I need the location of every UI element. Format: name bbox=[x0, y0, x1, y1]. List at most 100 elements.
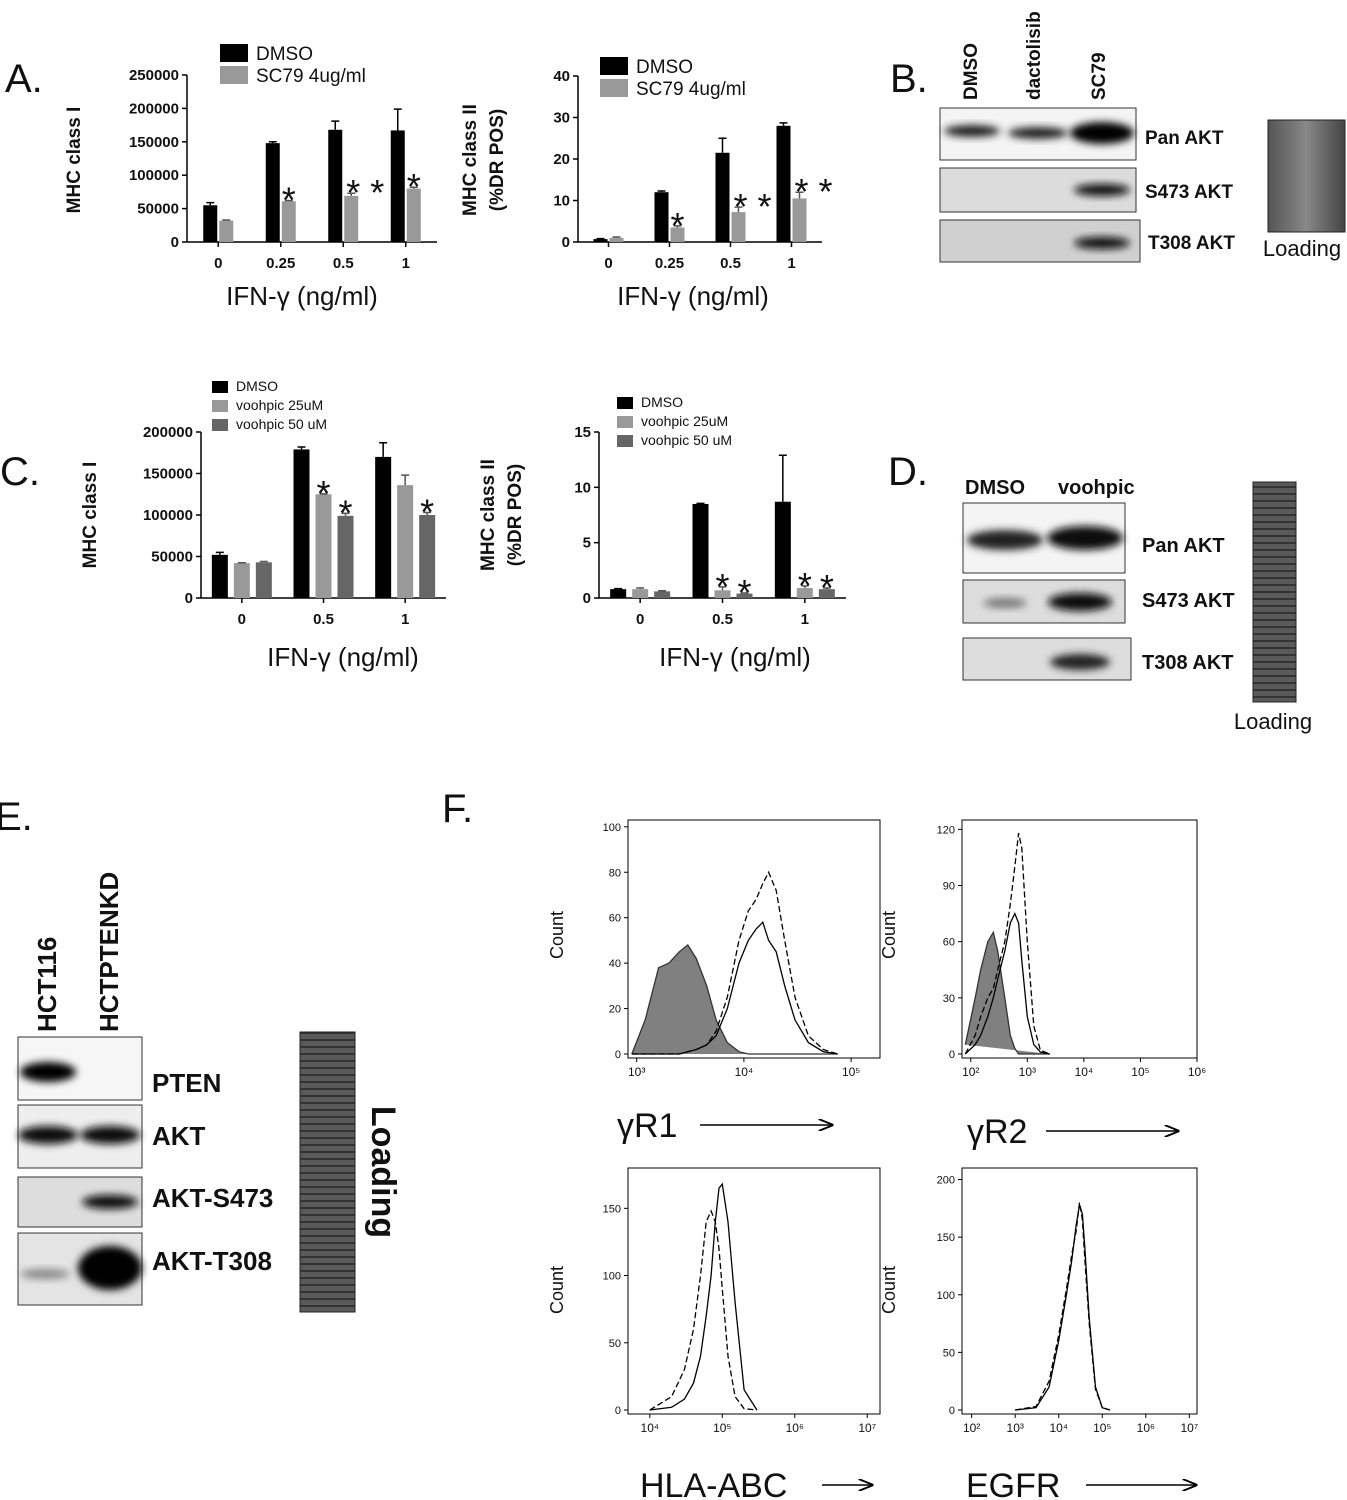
bar bbox=[654, 591, 671, 598]
bar bbox=[776, 125, 791, 242]
error-bar bbox=[341, 512, 350, 516]
row-label: AKT bbox=[152, 1121, 206, 1151]
bar bbox=[670, 227, 685, 242]
bar bbox=[632, 589, 649, 598]
panel-letter: E. bbox=[0, 795, 33, 839]
error-bar bbox=[718, 137, 727, 153]
histogram-line bbox=[631, 870, 838, 1055]
error-bar bbox=[222, 219, 231, 221]
y-tick-label: 0 bbox=[615, 1049, 621, 1061]
significance-mark: * * bbox=[346, 172, 384, 213]
bar bbox=[736, 593, 753, 598]
lane-label: DMSO bbox=[965, 477, 1025, 499]
y-tick-label: 80 bbox=[609, 867, 621, 879]
blot-d: DMSO voohpic Pan AKT S473 AKT T308 AKT L… bbox=[962, 477, 1312, 734]
legend-label: voohpic 50 uM bbox=[641, 432, 732, 448]
error-bar bbox=[800, 585, 809, 589]
significance-mark: * bbox=[282, 180, 296, 221]
row-label: AKT-T308 bbox=[152, 1246, 272, 1276]
y-tick-label: 40 bbox=[609, 958, 621, 970]
x-tick-label: 1 bbox=[402, 255, 410, 272]
histogram-area bbox=[964, 930, 1050, 1055]
loading-label: Loading bbox=[364, 1106, 402, 1238]
panel-letter: C. bbox=[0, 450, 40, 494]
band bbox=[78, 1246, 142, 1290]
row-label: S473 AKT bbox=[1142, 590, 1235, 612]
significance-mark: * * bbox=[733, 186, 771, 227]
band bbox=[1047, 526, 1123, 550]
x-tick-label: 0.25 bbox=[266, 255, 295, 272]
lane-label: HCT116 bbox=[32, 937, 62, 1032]
x-tick-label: 10³ bbox=[1007, 1421, 1024, 1435]
lane-label: SC79 bbox=[1089, 52, 1110, 100]
y-axis-title: (%DR POS) bbox=[487, 109, 508, 211]
histogram-line bbox=[1015, 1204, 1111, 1411]
lane-label: HCTPTENKD bbox=[94, 872, 124, 1032]
bar bbox=[818, 589, 835, 598]
x-tick-label: 1 bbox=[787, 255, 795, 272]
x-tick-label: 10⁶ bbox=[1137, 1421, 1155, 1435]
band bbox=[1048, 593, 1112, 611]
y-tick-label: 60 bbox=[943, 937, 955, 949]
y-tick-label: 100 bbox=[937, 1290, 955, 1302]
y-tick-label: 40 bbox=[553, 68, 570, 85]
loading-label: Loading bbox=[1234, 709, 1312, 734]
significance-mark: * bbox=[715, 566, 729, 607]
x-tick-label: 0.5 bbox=[712, 611, 733, 628]
y-tick-label: 50 bbox=[609, 1338, 621, 1350]
bar bbox=[715, 152, 730, 242]
y-tick-label: 100 bbox=[603, 1271, 621, 1283]
bar bbox=[397, 485, 414, 598]
bar bbox=[233, 563, 250, 598]
y-tick-label: 20 bbox=[553, 151, 570, 168]
bar bbox=[796, 588, 813, 598]
legend-label: DMSO bbox=[256, 44, 313, 65]
y-tick-label: 150000 bbox=[129, 134, 179, 151]
x-tick-label: 10⁷ bbox=[1180, 1421, 1198, 1435]
significance-mark: * * bbox=[794, 171, 832, 212]
x-tick-label: 0 bbox=[636, 611, 644, 628]
error-bar bbox=[297, 446, 306, 450]
y-tick-label: 0 bbox=[171, 234, 179, 251]
plot-frame bbox=[961, 819, 1198, 1059]
x-tick-label: 1 bbox=[801, 611, 809, 628]
y-tick-label: 200 bbox=[937, 1175, 955, 1187]
x-axis-title: γR1 bbox=[617, 1107, 677, 1145]
y-axis-title: MHC class II bbox=[460, 104, 481, 216]
legend-label: SC79 4ug/ml bbox=[256, 66, 366, 87]
y-tick-label: 30 bbox=[943, 993, 955, 1005]
x-tick-label: 10⁴ bbox=[641, 1421, 660, 1435]
x-axis-title: IFN-γ (ng/ml) bbox=[659, 642, 811, 672]
legend-swatch bbox=[600, 57, 628, 75]
bar bbox=[593, 239, 608, 242]
error-bar bbox=[614, 587, 623, 590]
y-axis-title: Count bbox=[547, 1266, 567, 1314]
error-bar bbox=[423, 511, 432, 515]
legend-swatch bbox=[212, 381, 228, 393]
bar bbox=[731, 212, 746, 242]
x-tick-label: 0 bbox=[604, 255, 612, 272]
error-bar bbox=[331, 120, 340, 130]
error-bar bbox=[673, 225, 682, 228]
x-axis-title: γR2 bbox=[967, 1113, 1027, 1151]
y-tick-label: 0 bbox=[949, 1405, 955, 1417]
row-label: Pan AKT bbox=[1142, 535, 1225, 557]
band bbox=[1008, 127, 1068, 139]
histogram-line bbox=[649, 1182, 758, 1411]
y-tick-label: 90 bbox=[943, 881, 955, 893]
error-bar bbox=[657, 190, 666, 193]
x-tick-label: 0.5 bbox=[333, 255, 354, 272]
y-tick-label: 0 bbox=[562, 234, 570, 251]
x-axis-title: IFN-γ (ng/ml) bbox=[617, 281, 769, 311]
band bbox=[18, 1126, 78, 1144]
x-axis-title: EGFR bbox=[966, 1467, 1060, 1500]
bar bbox=[774, 501, 791, 598]
y-tick-label: 0 bbox=[949, 1049, 955, 1061]
bar bbox=[375, 456, 392, 598]
legend-swatch bbox=[212, 419, 228, 431]
histogram-line bbox=[964, 911, 1050, 1055]
x-tick-label: 10⁵ bbox=[1131, 1065, 1149, 1079]
blot-b: DMSO dactolisib SC79 Pan AKT S473 AKT T3… bbox=[939, 11, 1346, 263]
band bbox=[20, 1062, 76, 1082]
y-axis-title: Count bbox=[547, 911, 567, 959]
